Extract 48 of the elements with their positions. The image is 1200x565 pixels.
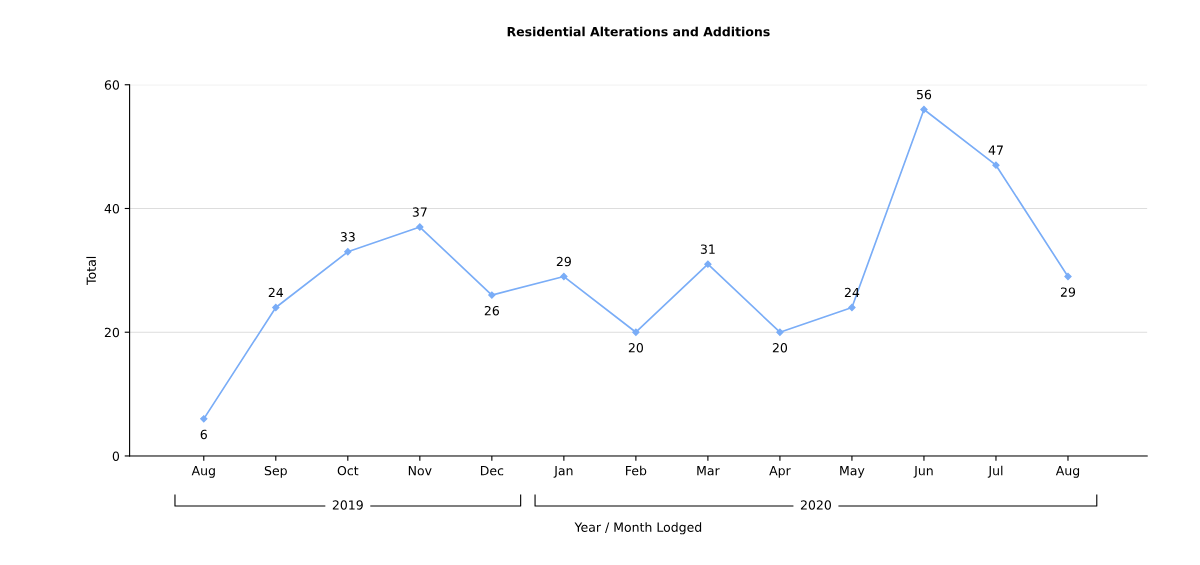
x-tick-label: Sep [264,465,287,478]
data-label: 20 [628,343,643,353]
point [416,223,424,231]
point [272,303,280,312]
chart-title: Residential Alterations and Additions [507,26,770,37]
y-tick-label: 60 [104,80,120,90]
point [776,328,784,336]
data-label: 33 [340,232,355,242]
data-label: 20 [772,343,788,353]
text: 2019 [332,500,363,510]
point [632,328,640,336]
data-label: 6 [200,429,207,440]
text: 2020 [800,500,831,510]
x-tick-label: Oct [337,465,359,476]
x-tick-label: Mar [697,466,720,476]
x-tick-label: Feb [626,465,647,476]
x-tick-label: Aug [1055,466,1080,478]
data-label: 29 [556,256,571,267]
point [488,291,496,299]
point [992,161,1000,169]
x-tick-label: Jan [553,466,573,478]
data-label: 31 [700,244,715,254]
point [1064,272,1072,281]
y-tick-label: 40 [104,203,120,214]
y-tick-label: 20 [104,327,120,338]
data-label: 24 [268,287,284,298]
data-label: 29 [1060,287,1076,297]
x-axis-title: Year / Month Lodged [574,522,702,535]
point [200,415,208,423]
data-label: 56 [916,89,932,100]
point [704,260,712,268]
x-tick-label: Dec [480,466,504,476]
x-tick-label: Nov [408,466,432,476]
point [344,248,352,256]
point [560,272,568,281]
y-axis-title: Total [86,256,96,285]
data-label: 37 [412,207,427,217]
data-label: 24 [844,287,860,298]
x-tick-label: Aug [191,466,215,478]
y-tick-label: 0 [112,451,120,461]
x-tick-label: May [840,466,865,478]
point [848,303,856,312]
data-label: 26 [484,305,500,316]
x-tick-label: Apr [769,466,791,478]
x-tick-label: Jul [987,465,1003,478]
x-tick-label: Jun [913,466,933,478]
data-label: 47 [988,145,1003,155]
point [920,105,928,114]
